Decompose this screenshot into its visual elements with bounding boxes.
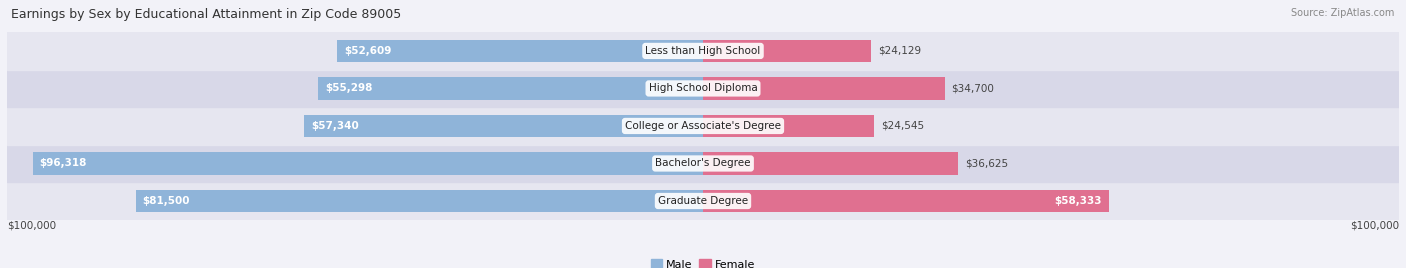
Bar [703, 190, 1109, 212]
Bar [32, 152, 703, 175]
Bar [703, 115, 873, 137]
Text: College or Associate's Degree: College or Associate's Degree [626, 121, 780, 131]
Text: $24,545: $24,545 [880, 121, 924, 131]
Bar [703, 152, 957, 175]
Text: $58,333: $58,333 [1054, 196, 1102, 206]
Bar [7, 145, 1399, 182]
Bar [318, 77, 703, 100]
Text: $57,340: $57,340 [311, 121, 359, 131]
Text: Less than High School: Less than High School [645, 46, 761, 56]
Bar [7, 182, 1399, 220]
Text: $52,609: $52,609 [344, 46, 391, 56]
Text: $55,298: $55,298 [325, 83, 373, 94]
Text: Source: ZipAtlas.com: Source: ZipAtlas.com [1291, 8, 1395, 18]
Text: High School Diploma: High School Diploma [648, 83, 758, 94]
Text: $100,000: $100,000 [1350, 221, 1399, 230]
Legend: Male, Female: Male, Female [647, 255, 759, 268]
Bar [703, 40, 870, 62]
Text: Earnings by Sex by Educational Attainment in Zip Code 89005: Earnings by Sex by Educational Attainmen… [11, 8, 402, 21]
Text: Graduate Degree: Graduate Degree [658, 196, 748, 206]
Bar [7, 32, 1399, 70]
Bar [703, 77, 945, 100]
Bar [136, 190, 703, 212]
Text: Bachelor's Degree: Bachelor's Degree [655, 158, 751, 169]
Text: $36,625: $36,625 [965, 158, 1008, 169]
Text: $100,000: $100,000 [7, 221, 56, 230]
Bar [304, 115, 703, 137]
Text: $81,500: $81,500 [143, 196, 190, 206]
Bar [7, 107, 1399, 145]
Text: $96,318: $96,318 [39, 158, 87, 169]
Text: $34,700: $34,700 [952, 83, 994, 94]
Bar [337, 40, 703, 62]
Text: $24,129: $24,129 [877, 46, 921, 56]
Bar [7, 70, 1399, 107]
